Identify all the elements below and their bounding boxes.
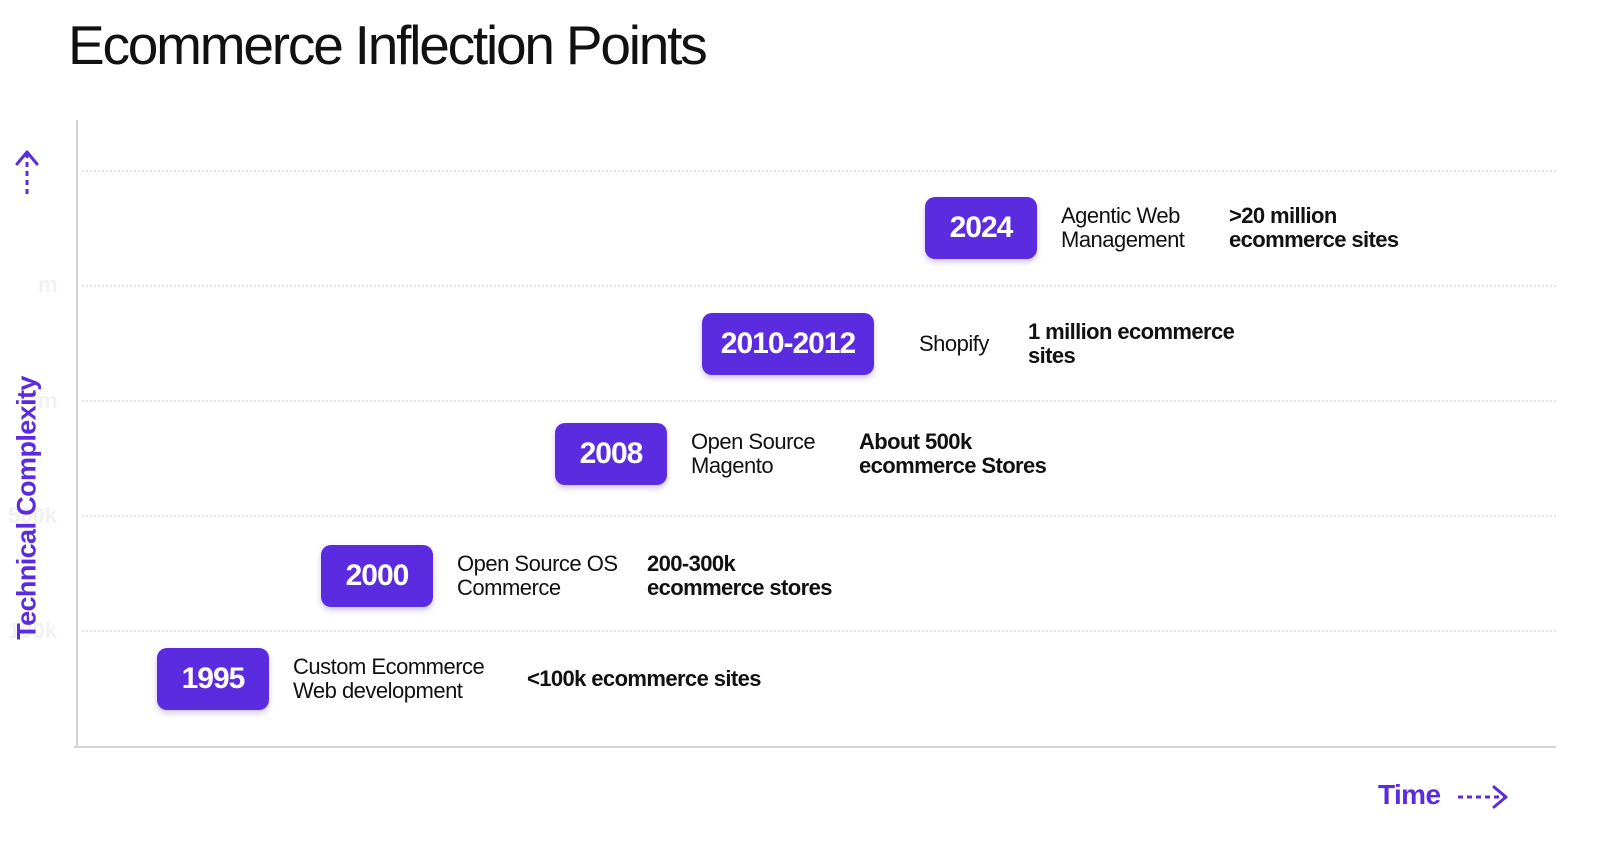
faint-tick-label: 500k (8, 503, 57, 528)
milestone-stat: >20 million ecommerce sites (1229, 203, 1399, 252)
milestone-2024: 2024 Agentic Web Management >20 million … (925, 197, 1399, 259)
milestone-stat: 1 million ecommerce sites (1028, 319, 1235, 368)
year-badge: 1995 (157, 648, 269, 710)
arrow-up-dashed-icon (15, 150, 39, 194)
milestone-event: Shopify (919, 331, 989, 356)
milestone-2010-2012: 2010-2012 Shopify 1 million ecommerce si… (702, 313, 1235, 375)
milestone-event: Open Source Magento (691, 429, 816, 478)
year-badge: 2000 (321, 545, 433, 607)
faint-tick-label: 100k (8, 618, 57, 643)
gridline (82, 400, 1556, 402)
x-axis-label-text: Time (1378, 779, 1441, 810)
year-badge: 2010-2012 (702, 313, 874, 375)
milestone-event: Agentic Web Management (1061, 203, 1185, 252)
gridline (82, 515, 1556, 517)
faint-tick-label: m (38, 388, 58, 413)
milestone-2008: 2008 Open Source Magento About 500k ecom… (555, 423, 1047, 485)
milestone-stat: <100k ecommerce sites (527, 666, 761, 691)
y-axis-line (76, 120, 78, 748)
gridline (82, 170, 1556, 172)
page-title: Ecommerce Inflection Points (68, 14, 708, 76)
gridline (82, 630, 1556, 632)
year-badge: 2024 (925, 197, 1037, 259)
faint-tick-label: m (38, 272, 58, 297)
gridline (82, 285, 1556, 287)
milestone-event: Custom Ecommerce Web development (293, 654, 485, 703)
milestone-1995: 1995 Custom Ecommerce Web development <1… (157, 648, 761, 710)
x-axis-line (74, 746, 1556, 748)
y-axis-label-text: Technical Complexity (11, 376, 42, 640)
year-badge: 2008 (555, 423, 667, 485)
milestone-stat: 200-300k ecommerce stores (647, 551, 832, 600)
arrow-right-dashed-icon (1458, 785, 1508, 809)
y-axis-label: Technical Complexity (4, 140, 44, 640)
milestone-stat: About 500k ecommerce Stores (859, 429, 1047, 478)
milestone-event: Open Source OS Commerce (457, 551, 618, 600)
x-axis-label: Time (1378, 778, 1510, 812)
milestone-2000: 2000 Open Source OS Commerce 200-300k ec… (321, 545, 832, 607)
